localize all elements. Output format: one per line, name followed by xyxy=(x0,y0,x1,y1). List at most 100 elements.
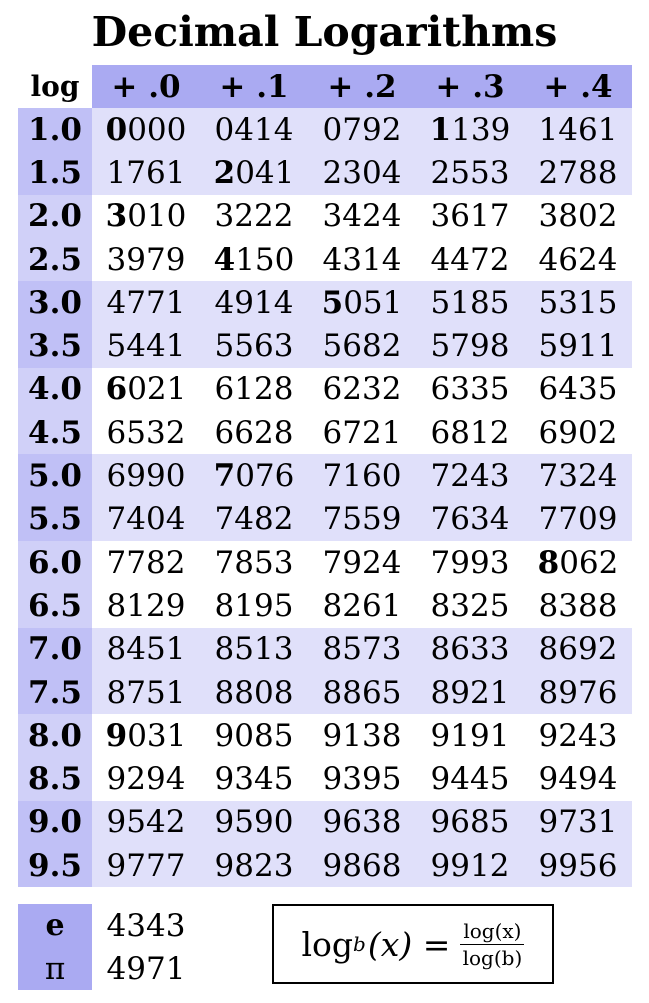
table-cell: 3 010 xyxy=(92,194,200,238)
header-col-1: + .1 xyxy=(200,65,308,108)
table-cell: 9956 xyxy=(524,844,632,888)
table-row: 5.5 7404 7482 7559 7634 7709 xyxy=(18,497,632,541)
table-cell: 5 051 xyxy=(308,281,416,325)
cell-digits: 8388 xyxy=(538,587,618,624)
cell-digits: 1461 xyxy=(538,111,618,148)
table-cell: 8633 xyxy=(416,627,524,671)
table-cell: 8195 xyxy=(200,584,308,628)
table-cell: 9638 xyxy=(308,800,416,845)
table-cell: 7924 xyxy=(308,540,416,585)
header-corner: log xyxy=(18,65,92,108)
cell-digits: 6990 xyxy=(106,458,186,495)
table-cell: 9542 xyxy=(92,800,200,845)
table-cell: 5682 xyxy=(308,324,416,368)
cell-digits: 4624 xyxy=(538,241,618,278)
table-cell: 6990 xyxy=(92,454,200,498)
cell-digits: 3802 xyxy=(538,198,618,235)
table-cell: 9294 xyxy=(92,757,200,801)
cell-digits: 8976 xyxy=(538,674,618,711)
table-cell: 8451 xyxy=(92,627,200,671)
table-cell: 9777 xyxy=(92,844,200,888)
table-cell: 4 150 xyxy=(200,237,308,282)
table-cell: 5441 xyxy=(92,324,200,368)
cell-digits: 4771 xyxy=(106,284,186,321)
table-header: log + .0 + .1 + .2 + .3 + .4 xyxy=(18,65,632,108)
change-of-base-formula: log b (x) = log(x) log(b) xyxy=(272,904,554,984)
table-cell: 9 031 xyxy=(92,714,200,758)
table-cell: 7559 xyxy=(308,497,416,541)
table-cell: 7404 xyxy=(92,497,200,541)
cell-digits: 9138 xyxy=(322,717,402,754)
table-cell: 4914 xyxy=(200,281,308,325)
table-cell: 7243 xyxy=(416,454,524,498)
table-cell: 4771 xyxy=(92,281,200,325)
cell-digits: 9345 xyxy=(214,761,294,798)
table-cell: 9590 xyxy=(200,800,308,845)
table-cell: 8388 xyxy=(524,584,632,628)
cell-digits: 8261 xyxy=(322,587,402,624)
table-cell: 8513 xyxy=(200,627,308,671)
cell-digits: 7559 xyxy=(322,501,402,538)
cell-digits: 7243 xyxy=(430,458,510,495)
cell-digits: 7993 xyxy=(430,544,510,581)
cell-leading-digit: 0 xyxy=(105,111,128,148)
table-cell: 8129 xyxy=(92,584,200,628)
row-label: 7.0 xyxy=(18,627,92,671)
formula-base: b xyxy=(353,932,366,956)
cell-digits: 9395 xyxy=(322,761,402,798)
cell-digits: 1761 xyxy=(106,154,186,191)
cell-digits: 8808 xyxy=(214,674,294,711)
row-label: 8.5 xyxy=(18,757,92,801)
cell-digits: 0792 xyxy=(322,111,402,148)
cell-digits: 9823 xyxy=(214,847,294,884)
table-row: 6.0 7782 7853 7924 7993 8 062 xyxy=(18,540,632,585)
row-label: 9.5 xyxy=(18,844,92,888)
table-cell: 9085 xyxy=(200,714,308,758)
table-row: 7.0 8451 8513 8573 8633 8692 xyxy=(18,627,632,671)
cell-digits: 6128 xyxy=(214,371,294,408)
table-cell: 9395 xyxy=(308,757,416,801)
table-cell: 9731 xyxy=(524,800,632,845)
table-row: 1.5 1761 2 041 2304 2553 2788 xyxy=(18,151,632,195)
cell-digits: 8513 xyxy=(214,631,294,668)
table-row: 2.0 3 010 3222 3424 3617 3802 xyxy=(18,194,632,238)
table-cell: 6128 xyxy=(200,367,308,412)
table-cell: 1761 xyxy=(92,151,200,195)
table-cell: 7709 xyxy=(524,497,632,541)
row-label: 3.0 xyxy=(18,281,92,325)
cell-leading-digit: 5 xyxy=(321,284,344,321)
table-row: 1.0 0 000 0414 0792 1 139 1461 xyxy=(18,108,632,152)
header-col-3: + .3 xyxy=(416,65,524,108)
table-cell: 4624 xyxy=(524,237,632,282)
table-cell: 7782 xyxy=(92,540,200,585)
table-cell: 8261 xyxy=(308,584,416,628)
table-cell: 6812 xyxy=(416,411,524,455)
row-label: 2.0 xyxy=(18,194,92,238)
table-cell: 9685 xyxy=(416,800,524,845)
table-cell: 2788 xyxy=(524,151,632,195)
table-cell: 3802 xyxy=(524,194,632,238)
cell-digits: 031 xyxy=(127,717,187,754)
table-cell: 5315 xyxy=(524,281,632,325)
cell-digits: 3222 xyxy=(214,198,294,235)
table-cell: 6335 xyxy=(416,367,524,412)
cell-digits: 3617 xyxy=(430,198,510,235)
table-cell: 3424 xyxy=(308,194,416,238)
cell-digits: 9191 xyxy=(430,717,510,754)
table-cell: 9912 xyxy=(416,844,524,888)
cell-digits: 4314 xyxy=(322,241,402,278)
cell-leading-digit: 4 xyxy=(213,241,236,278)
cell-digits: 7924 xyxy=(322,544,402,581)
cell-digits: 7782 xyxy=(106,544,186,581)
table-cell: 6435 xyxy=(524,367,632,412)
page-title: Decimal Logarithms xyxy=(91,8,558,56)
cell-digits: 6335 xyxy=(430,371,510,408)
constant-label: π xyxy=(18,947,92,990)
cell-digits: 8865 xyxy=(322,674,402,711)
table-cell: 3617 xyxy=(416,194,524,238)
cell-digits: 8692 xyxy=(538,631,618,668)
cell-digits: 4472 xyxy=(430,241,510,278)
table-row: 2.5 3979 4 150 4314 4472 4624 xyxy=(18,237,632,282)
cell-digits: 5441 xyxy=(106,328,186,365)
table-row: 7.5 8751 8808 8865 8921 8976 xyxy=(18,670,632,715)
